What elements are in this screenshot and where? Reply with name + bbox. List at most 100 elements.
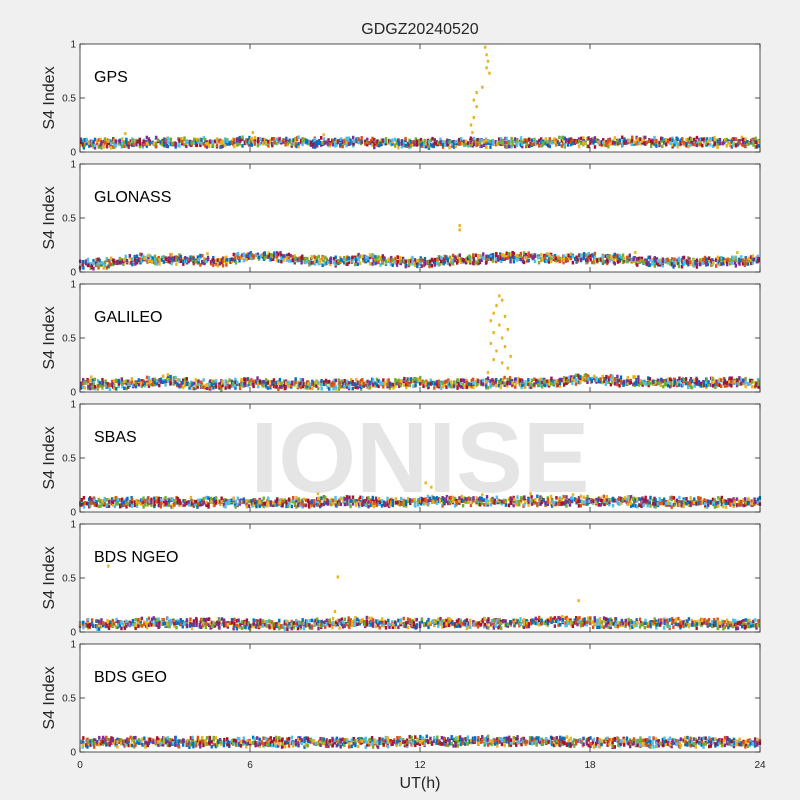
data-point (122, 500, 126, 505)
data-point (511, 139, 514, 144)
data-point (322, 494, 326, 499)
data-point (443, 500, 446, 505)
data-point (318, 258, 322, 262)
data-point (347, 381, 351, 385)
data-point (705, 257, 708, 261)
data-point (105, 383, 108, 388)
data-point (574, 382, 578, 386)
data-point (82, 266, 85, 270)
data-point (707, 139, 710, 144)
data-point (108, 262, 111, 266)
data-point (477, 257, 480, 262)
data-point (139, 252, 142, 257)
data-point (555, 258, 558, 263)
data-point (155, 144, 158, 149)
data-point (552, 255, 556, 260)
data-point (670, 383, 673, 388)
data-point (706, 262, 710, 267)
data-point (245, 138, 248, 143)
data-point (332, 386, 335, 391)
data-point (99, 498, 102, 503)
data-point (271, 501, 275, 505)
data-point (533, 377, 536, 382)
data-point (117, 382, 121, 386)
data-point (317, 496, 320, 501)
data-point (274, 499, 277, 504)
data-point (228, 378, 231, 383)
data-point (577, 504, 581, 508)
data-point (485, 138, 488, 143)
data-point (157, 503, 160, 508)
data-point (356, 262, 359, 266)
data-point (505, 251, 508, 256)
data-point (114, 143, 117, 148)
data-point (384, 139, 388, 144)
data-point (226, 139, 229, 144)
data-point (238, 256, 241, 260)
data-point (408, 145, 411, 150)
data-point (356, 381, 360, 386)
data-point (260, 253, 263, 258)
outlier-point (500, 336, 504, 340)
data-point (380, 499, 384, 503)
data-point (595, 138, 599, 142)
data-point (469, 143, 473, 147)
data-point (731, 255, 734, 260)
data-point (103, 263, 107, 268)
data-point (309, 143, 313, 147)
data-point (371, 143, 374, 147)
data-point (281, 503, 284, 508)
data-point (163, 143, 166, 147)
data-point (480, 381, 484, 386)
data-point (576, 257, 580, 261)
data-point (351, 495, 355, 500)
data-point (698, 141, 701, 146)
data-point (476, 142, 479, 147)
data-point (305, 503, 308, 508)
data-point (272, 257, 275, 261)
data-point (97, 504, 101, 509)
data-point (244, 377, 247, 382)
data-point (92, 144, 95, 149)
data-point (657, 381, 661, 385)
data-point (523, 138, 526, 142)
data-point (601, 254, 605, 259)
data-point (689, 260, 692, 265)
data-point (504, 144, 507, 149)
data-point (218, 386, 221, 390)
data-point (305, 140, 308, 145)
data-point (347, 260, 351, 265)
data-point (726, 258, 730, 262)
data-point (108, 387, 111, 391)
data-point (118, 261, 122, 265)
data-point (519, 138, 523, 143)
data-point (118, 139, 122, 144)
data-point (150, 503, 153, 507)
data-point (270, 257, 273, 262)
data-point (586, 502, 589, 506)
data-point (540, 496, 543, 501)
data-point (506, 377, 509, 382)
data-point (430, 263, 434, 268)
data-point (616, 382, 619, 387)
data-point (433, 257, 437, 262)
data-point (566, 379, 569, 383)
data-point (423, 144, 426, 149)
data-point (215, 258, 218, 263)
data-point (329, 262, 332, 267)
data-point (170, 253, 173, 257)
data-point (498, 141, 501, 145)
data-point (317, 141, 321, 146)
data-point (147, 499, 150, 504)
data-point (509, 252, 513, 257)
data-point (719, 384, 723, 389)
data-point (386, 496, 389, 501)
data-point (98, 381, 102, 385)
outlier-point (251, 131, 255, 135)
data-point (161, 380, 165, 385)
data-point (263, 140, 267, 145)
data-point (301, 142, 304, 147)
data-point (422, 380, 425, 384)
